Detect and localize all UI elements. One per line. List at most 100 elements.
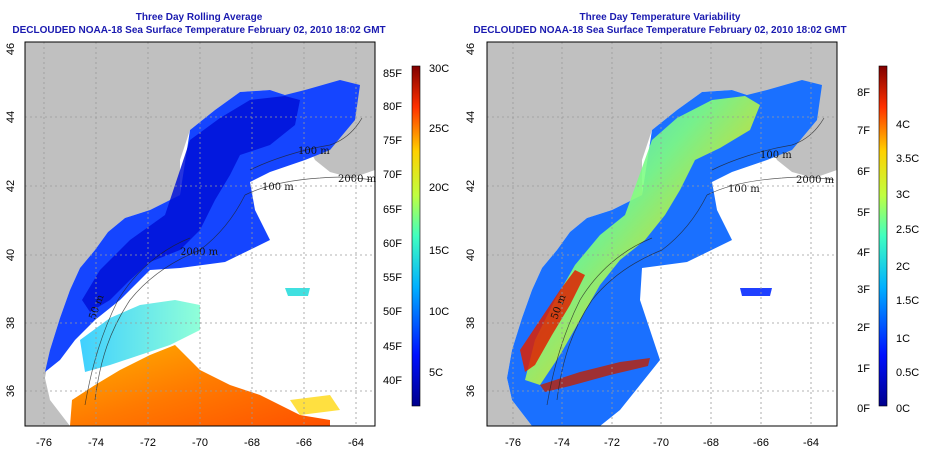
left-lon-label: -72: [140, 437, 156, 449]
left-colorbar-scale: [411, 65, 421, 407]
right-map: 100 m 100 m 2000 m 50 m: [486, 41, 838, 427]
right-lon-label: -72: [604, 437, 620, 449]
left-cold-water: [45, 80, 360, 372]
left-offshore-patch: [285, 288, 310, 296]
right-lon-label: -68: [703, 437, 719, 449]
right-cb-c-label: 3.5C: [896, 153, 919, 165]
right-cb-c-label: 0C: [896, 403, 910, 415]
left-depth-contours: [84, 117, 373, 406]
right-cb-c-label: 0.5C: [896, 367, 919, 379]
right-map-frame: [486, 41, 838, 427]
left-cb-f-label: 60F: [383, 238, 402, 250]
left-title-line2: DECLOUDED NOAA-18 Sea Surface Temperatur…: [12, 25, 385, 36]
left-grid: [25, 42, 375, 426]
left-lat-label: 40: [5, 249, 17, 261]
right-cb-f-label: 4F: [857, 247, 870, 259]
right-cb-f-label: 3F: [857, 284, 870, 296]
left-cb-f-label: 40F: [383, 375, 402, 387]
left-cb-c-label: 15C: [429, 245, 449, 257]
left-lat-axis: 36 38 40 42 44 46: [5, 43, 17, 397]
left-cb-f-label: 80F: [383, 101, 402, 113]
right-lat-label: 40: [465, 249, 477, 261]
left-cb-c-label: 5C: [429, 367, 443, 379]
right-panel: Three Day Temperature Variability DECLOU…: [465, 12, 919, 449]
left-cb-f-label: 75F: [383, 135, 402, 147]
left-map-frame: [24, 41, 376, 427]
right-cb-f-label: 0F: [857, 403, 870, 415]
right-lat-axis: 36 38 40 42 44 46: [465, 43, 477, 397]
right-cb-c-label: 2.5C: [896, 224, 919, 236]
left-cb-c-label: 25C: [429, 123, 449, 135]
right-depth-contours: [546, 117, 835, 406]
right-cb-f-label: 8F: [857, 87, 870, 99]
left-lon-label: -68: [244, 437, 260, 449]
right-hot-band: [520, 270, 585, 372]
right-depth-label-2: 100 m: [728, 184, 760, 195]
left-cb-c-label: 20C: [429, 182, 449, 194]
left-colorbar: 85F 80F 75F 70F 65F 60F 55F 50F 45F 40F …: [383, 63, 449, 407]
right-cb-f-label: 7F: [857, 125, 870, 137]
left-cb-c-label: 30C: [429, 63, 449, 75]
left-cb-f-label: 45F: [383, 341, 402, 353]
right-colorbar-scale: [878, 65, 888, 407]
left-land: [25, 42, 375, 426]
left-lon-axis: -76 -74 -72 -70 -68 -66 -64: [36, 437, 364, 449]
right-cb-f-label: 5F: [857, 207, 870, 219]
left-cb-f-label: 65F: [383, 204, 402, 216]
left-lon-label: -70: [192, 437, 208, 449]
right-cb-c-label: 4C: [896, 119, 910, 131]
left-depth-label-1: 100 m: [298, 146, 330, 157]
left-lat-label: 42: [5, 180, 17, 192]
right-land-peninsula: [492, 260, 517, 330]
right-lat-label: 38: [465, 317, 477, 329]
right-lon-label: -76: [505, 437, 521, 449]
right-cb-f-label: 1F: [857, 363, 870, 375]
right-lat-label: 36: [465, 385, 477, 397]
right-title-line2: DECLOUDED NOAA-18 Sea Surface Temperatur…: [473, 25, 846, 36]
right-lon-label: -64: [803, 437, 819, 449]
left-lat-label: 38: [5, 317, 17, 329]
left-depth-label-2: 100 m: [262, 182, 294, 193]
left-lon-label: -66: [296, 437, 312, 449]
right-cb-c-label: 1C: [896, 333, 910, 345]
right-depth-label-1: 100 m: [760, 150, 792, 161]
right-lat-label: 44: [465, 111, 477, 123]
right-lat-label: 42: [465, 180, 477, 192]
left-cb-f-label: 55F: [383, 272, 402, 284]
left-cb-c-label: 10C: [429, 306, 449, 318]
right-lon-label: -70: [653, 437, 669, 449]
right-cb-c-label: 2C: [896, 261, 910, 273]
left-lon-label: -64: [348, 437, 364, 449]
right-cb-f-label: 2F: [857, 322, 870, 334]
right-offshore-patch: [740, 288, 772, 296]
left-depth-label-3: 2000 m: [338, 174, 377, 185]
left-very-cold-water: [82, 96, 300, 312]
left-gulf-stream: [70, 345, 330, 426]
left-lat-label: 36: [5, 385, 17, 397]
right-cb-c-label: 3C: [896, 189, 910, 201]
right-land: [487, 42, 837, 426]
left-land-peninsula: [30, 260, 55, 330]
left-lat-label: 44: [5, 111, 17, 123]
right-variability-field: [507, 80, 822, 426]
left-panel: Three Day Rolling Average DECLOUDED NOAA…: [5, 12, 449, 449]
left-cb-f-label: 85F: [383, 68, 402, 80]
left-lon-label: -76: [36, 437, 52, 449]
left-title-line1: Three Day Rolling Average: [136, 12, 263, 23]
right-colorbar: 8F 7F 6F 5F 4F 3F 2F 1F 0F 4C 3.5C 3C 2.…: [857, 65, 919, 415]
left-lon-label: -74: [88, 437, 104, 449]
right-cb-f-label: 6F: [857, 166, 870, 178]
right-front-band: [540, 358, 650, 392]
right-cb-c-label: 1.5C: [896, 295, 919, 307]
right-lon-label: -66: [753, 437, 769, 449]
right-grid: [487, 42, 837, 426]
right-title-line1: Three Day Temperature Variability: [580, 12, 741, 23]
left-lat-label: 46: [5, 43, 17, 55]
left-map: 100 m 100 m 2000 m 2000 m 50 m: [24, 41, 377, 427]
left-cb-f-label: 70F: [383, 169, 402, 181]
left-depth-label-4: 2000 m: [180, 247, 219, 258]
right-lat-label: 46: [465, 43, 477, 55]
left-cb-f-label: 50F: [383, 306, 402, 318]
left-offshore-patch-2: [290, 395, 340, 415]
right-lon-axis: -76 -74 -72 -70 -68 -66 -64: [505, 437, 819, 449]
